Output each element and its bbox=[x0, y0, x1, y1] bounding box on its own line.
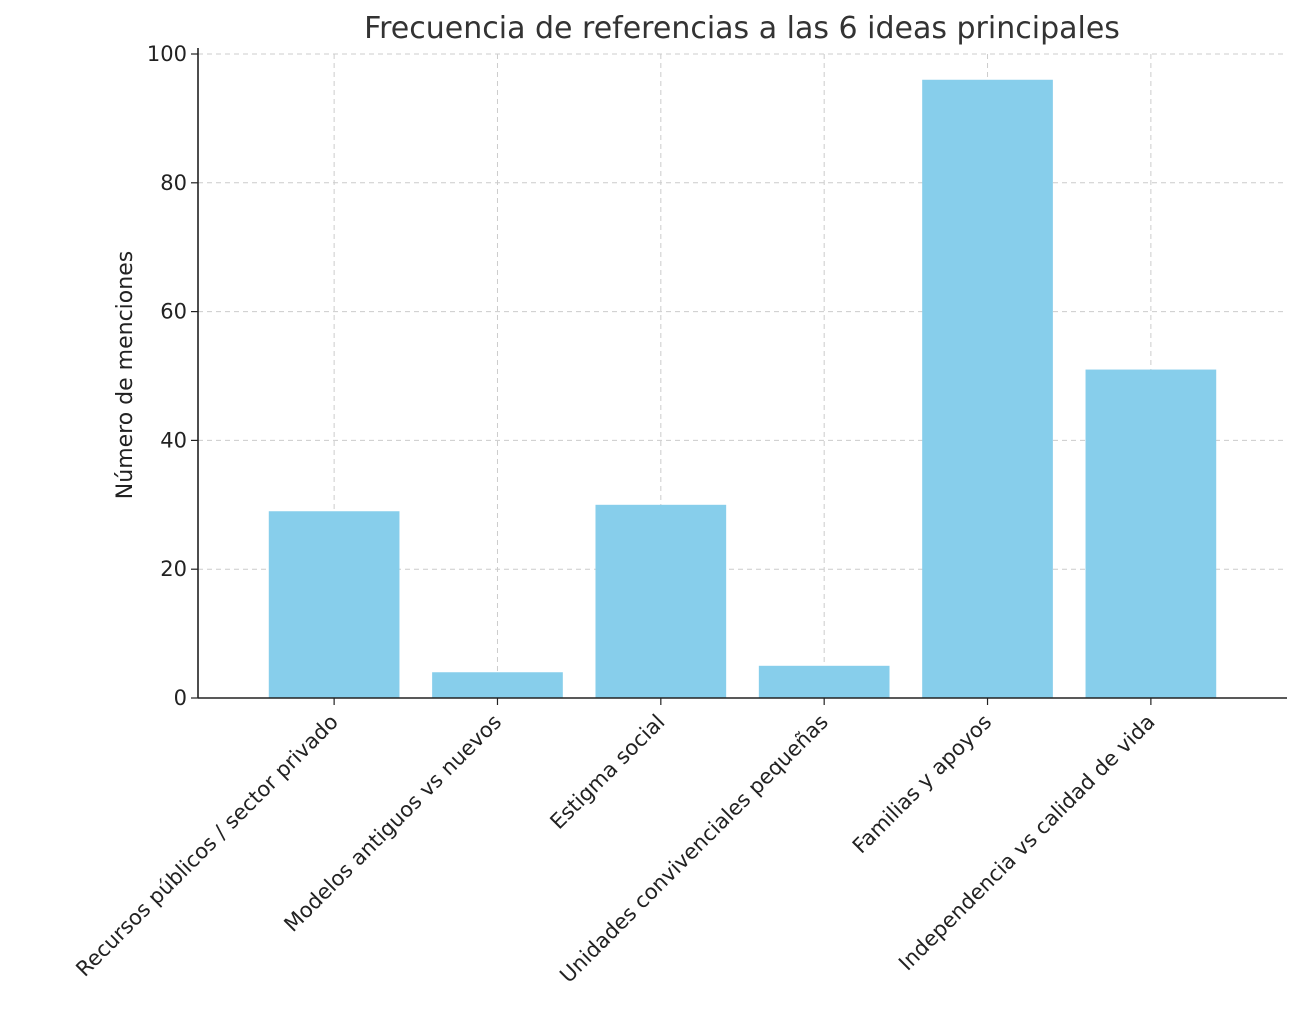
y-tick-label: 40 bbox=[160, 428, 187, 452]
chart-title: Frecuencia de referencias a las 6 ideas … bbox=[364, 11, 1120, 46]
x-tick-label: Unidades convivenciales pequeñas bbox=[555, 710, 833, 988]
bar bbox=[922, 79, 1053, 698]
y-axis-label: Número de menciones bbox=[113, 251, 138, 499]
y-tick-label: 100 bbox=[147, 42, 187, 66]
bar bbox=[758, 665, 890, 698]
bar bbox=[595, 504, 727, 698]
x-tick-label: Estigma social bbox=[545, 710, 669, 834]
bar bbox=[432, 672, 563, 698]
x-tick-label: Familias y apoyos bbox=[848, 710, 996, 858]
y-tick-label: 0 bbox=[174, 686, 187, 710]
y-ticks: 0 20 40 60 80 100 bbox=[147, 42, 198, 710]
x-tick-label: Independencia vs calidad de vida bbox=[894, 710, 1160, 976]
bar bbox=[268, 511, 400, 698]
x-ticks: Recursos públicos / sector privadoModelo… bbox=[71, 698, 1160, 988]
axes-layer bbox=[197, 48, 1287, 699]
y-tick-label: 80 bbox=[160, 171, 187, 195]
bars-layer bbox=[268, 79, 1217, 698]
y-tick-label: 20 bbox=[160, 557, 187, 581]
bar bbox=[1085, 369, 1217, 698]
x-tick-label: Recursos públicos / sector privado bbox=[71, 710, 342, 981]
y-tick-label: 60 bbox=[160, 300, 187, 324]
